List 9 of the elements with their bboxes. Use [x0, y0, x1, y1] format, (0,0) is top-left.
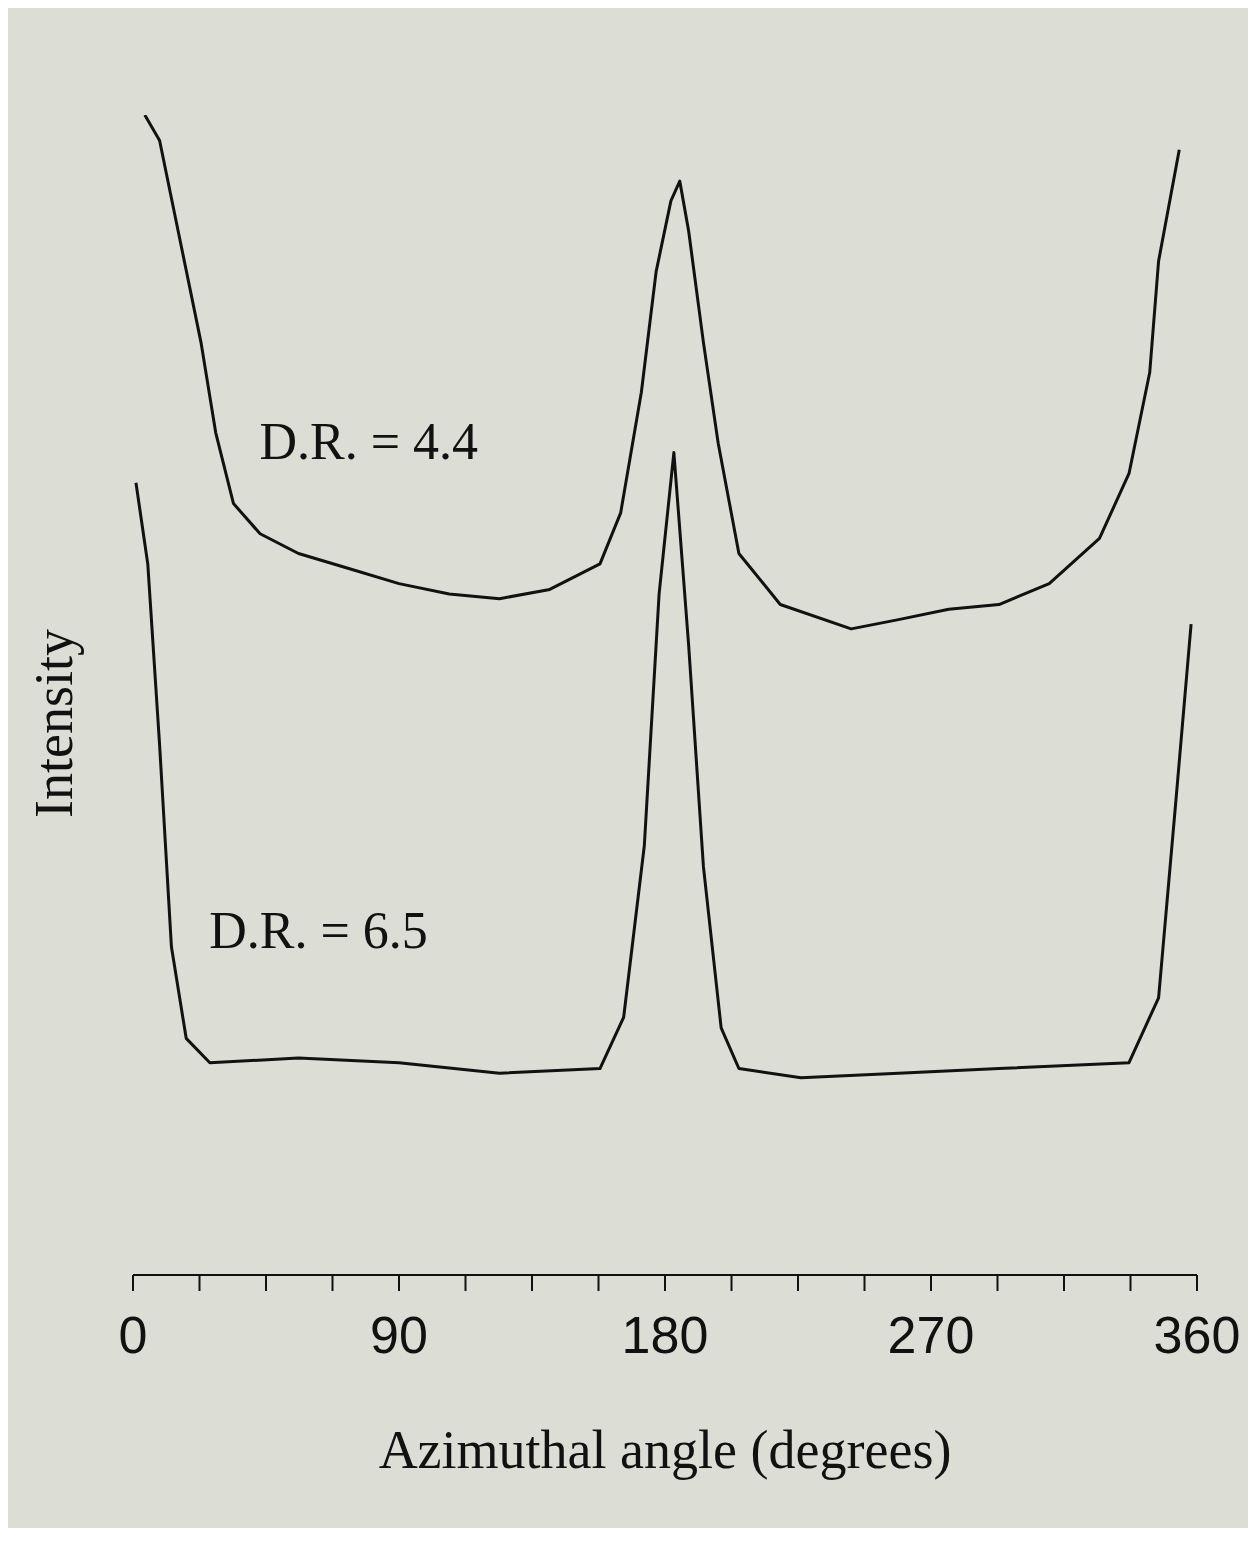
x-tick-label: 270: [887, 1306, 975, 1364]
x-tick-label: 360: [1153, 1306, 1241, 1364]
y-axis-title: Intensity: [23, 629, 85, 818]
series-label: D.R. = 4.4: [259, 412, 479, 470]
x-tick-label: 90: [370, 1306, 428, 1364]
x-axis-title: Azimuthal angle (degrees): [378, 1420, 952, 1480]
x-tick-label: 0: [118, 1306, 148, 1364]
series-label: D.R. = 6.5: [209, 902, 428, 960]
x-tick-label: 180: [621, 1306, 709, 1364]
